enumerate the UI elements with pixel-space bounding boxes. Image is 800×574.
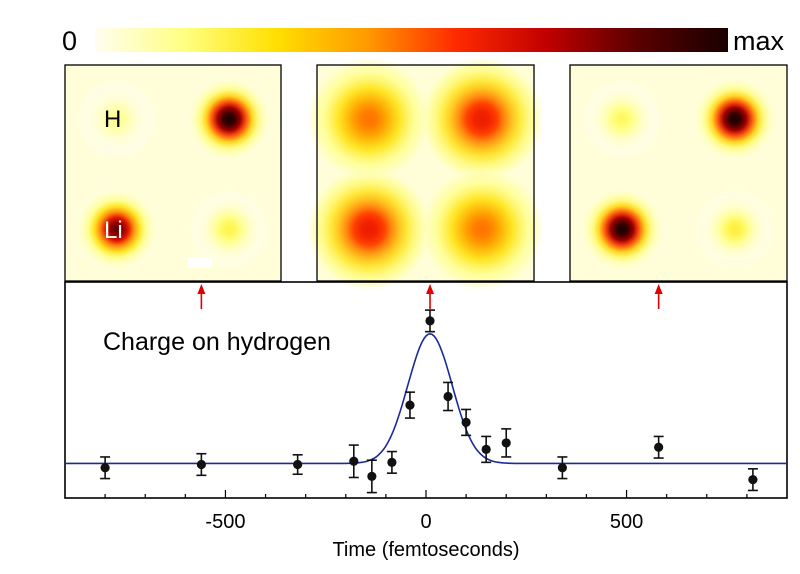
data-marker <box>387 457 397 467</box>
data-marker <box>481 444 491 454</box>
panel-after-density-top-left <box>582 79 663 159</box>
data-marker <box>654 442 664 452</box>
data-marker <box>293 459 303 470</box>
data-point <box>348 444 359 479</box>
data-point <box>443 381 454 412</box>
fit-curve <box>65 332 787 465</box>
panel-after-density-bottom-right <box>694 189 775 270</box>
panel-overlap-density-top-right <box>419 57 544 181</box>
x-tick-label: -500 <box>205 511 245 533</box>
colorbar-gradient <box>95 28 728 52</box>
colorbar-max-label: max <box>733 26 785 56</box>
data-point <box>481 435 492 464</box>
data-point <box>425 309 436 333</box>
plot-frame <box>64 281 788 499</box>
colorbar: 0 max <box>62 26 785 56</box>
data-point <box>196 452 207 477</box>
chart-annotation: Charge on hydrogen <box>103 328 331 356</box>
data-point <box>747 468 758 492</box>
x-tick-label: 500 <box>610 511 643 533</box>
arrow-head <box>426 284 435 294</box>
time-marker-arrow <box>426 284 435 309</box>
x-axis-ticks: -500 0 500 <box>104 490 748 533</box>
data-marker <box>349 456 359 466</box>
panel-before-border <box>64 64 282 282</box>
data-marker <box>425 316 435 326</box>
data-points <box>100 309 758 494</box>
data-point <box>557 456 568 480</box>
data-point <box>366 459 377 494</box>
panel-after-border <box>569 64 788 282</box>
label-li: Li <box>104 217 123 244</box>
label-h: H <box>104 106 121 133</box>
panel-before-density-top-left <box>76 79 157 159</box>
data-marker <box>196 459 206 470</box>
data-point <box>404 391 415 419</box>
panel-before-density-top-right <box>183 73 276 165</box>
data-marker <box>443 391 453 402</box>
panel-after <box>569 64 788 282</box>
time-marker-arrow <box>654 284 663 309</box>
data-point <box>386 450 397 474</box>
panel-overlap <box>307 57 544 292</box>
data-marker <box>501 438 511 448</box>
plot-area: -500 0 500 Charge on hydrogen Time (femtos… <box>64 281 788 561</box>
data-marker <box>100 463 110 473</box>
data-point <box>292 453 303 476</box>
panel-before-density-bottom-right <box>189 189 270 270</box>
panel-before-density-bottom-left <box>70 183 163 276</box>
data-point <box>461 408 472 437</box>
data-marker <box>748 475 758 485</box>
colorbar-min-label: 0 <box>62 26 77 56</box>
panel-overlap-density-bottom-left <box>307 167 432 292</box>
fit-curve-group <box>65 332 787 465</box>
time-markers <box>197 284 663 309</box>
data-marker <box>557 463 567 473</box>
panel-overlap-density-top-left <box>307 57 432 181</box>
x-axis-label: Time (femtoseconds) <box>332 539 519 561</box>
panel-overlap-border <box>316 64 535 282</box>
panel-before <box>64 64 282 282</box>
density-panels <box>64 57 788 292</box>
panel-overlap-density-bottom-right <box>419 167 544 292</box>
data-marker <box>405 400 415 410</box>
data-point <box>653 435 664 459</box>
data-point <box>100 456 111 480</box>
scale-bar <box>188 257 212 268</box>
panel-after-density-bottom-left <box>576 183 669 276</box>
time-marker-arrow <box>197 284 206 309</box>
data-marker <box>367 471 377 481</box>
data-point <box>501 428 512 458</box>
data-marker <box>461 417 471 427</box>
panel-after-density-top-right <box>688 73 781 165</box>
arrow-head <box>654 284 663 294</box>
x-tick-label: 0 <box>420 511 431 533</box>
arrow-head <box>197 284 206 294</box>
